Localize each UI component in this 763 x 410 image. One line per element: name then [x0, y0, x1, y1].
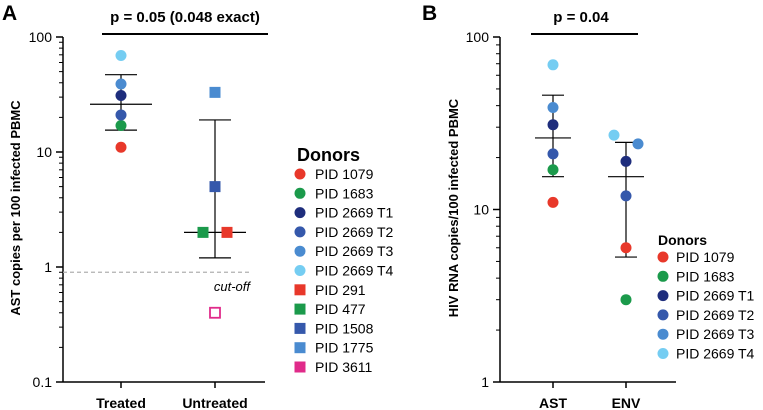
- panel-a-significance: p = 0.05 (0.048 exact): [110, 9, 260, 26]
- panel-b-y-tick-label: 1: [481, 374, 489, 390]
- panel-b-legend-marker: [657, 309, 669, 321]
- panel-b-legend-label: PID 2669 T2: [676, 307, 755, 323]
- panel-a-legend-marker: [294, 226, 306, 238]
- panel-b-significance: p = 0.04: [553, 9, 609, 26]
- panel-letter-a: A: [2, 2, 17, 25]
- panel-b-data-point: [620, 190, 632, 202]
- panel-a-category-label: Untreated: [182, 395, 247, 410]
- panel-b-data-point: [547, 102, 559, 114]
- panel-b-plot: 1 10 100 AST ENV PID 1079 PID 1683 PID 2669 T1 P…: [466, 29, 755, 410]
- panel-b-legend-title: Donors: [658, 232, 707, 248]
- panel-a-data-point: [209, 306, 221, 319]
- panel-a-legend-marker: [294, 361, 306, 373]
- panel-a-data-point: [115, 109, 127, 121]
- panel-a-legend-label: PID 1079: [315, 166, 374, 182]
- panel-a-y-tick-label: 0.1: [33, 374, 53, 390]
- panel-b-legend-marker: [657, 270, 669, 282]
- panel-a-legend-label: PID 291: [315, 282, 366, 298]
- panel-b-category-label: AST: [539, 395, 567, 410]
- panel-a-data-point: [197, 226, 209, 238]
- panel-b-legend-label: PID 2669 T1: [676, 288, 755, 304]
- panel-a-category-label: Treated: [96, 395, 146, 410]
- panel-b-data-point: [620, 155, 632, 167]
- panel-b-data-point: [547, 59, 559, 71]
- panel-a-y-tick-label: 10: [36, 144, 52, 160]
- panel-b-data-point: [547, 119, 559, 131]
- panel-a-legend-marker: [294, 207, 306, 219]
- panel-b-data-point: [632, 138, 644, 150]
- panel-a-data-point: [115, 119, 127, 131]
- panel-b-legend-label: PID 2669 T4: [676, 346, 755, 362]
- panel-a-data-point: [209, 86, 221, 98]
- panel-a-legend-marker: [294, 322, 306, 334]
- panel-b-y-tick-label: 100: [466, 29, 490, 45]
- panel-a-legend-marker: [294, 303, 306, 315]
- panel-b-y-tick-label: 10: [473, 202, 489, 218]
- panel-a-data-point: [209, 181, 221, 193]
- panel-a-legend-marker: [294, 187, 306, 199]
- panel-b-y-axis-label: HIV RNA copies/100 infected PBMC: [446, 98, 461, 317]
- panel-a-legend-label: PID 1508: [315, 320, 374, 336]
- panel-a-legend-marker: [294, 265, 306, 276]
- panel-a-y-tick-label: 1: [44, 259, 52, 275]
- panel-b-category-label: ENV: [612, 395, 641, 410]
- panel-a-y-axis-label: AST copies per 100 infected PBMC: [8, 100, 23, 316]
- panel-b-data-point: [547, 148, 559, 160]
- panel-a-data-point: [115, 141, 127, 153]
- panel-b-data-point: [620, 242, 632, 254]
- panel-a-legend-marker: [294, 168, 306, 180]
- panel-b-data-point: [620, 294, 632, 306]
- panel-b-legend-marker: [657, 251, 669, 263]
- panel-b-data-point: [547, 164, 559, 176]
- panel-a-y-tick-label: 100: [29, 29, 53, 45]
- panel-a-legend-marker: [294, 245, 306, 257]
- panel-b-data-point: [547, 196, 559, 208]
- panel-a-legend-label: PID 1683: [315, 185, 374, 201]
- panel-a-legend-label: PID 2669 T4: [315, 263, 394, 279]
- panel-b-legend-marker: [657, 328, 669, 340]
- panel-a-data-point: [115, 50, 127, 62]
- panel-a-legend-marker: [294, 284, 306, 296]
- panel-b-legend-marker: [657, 348, 669, 359]
- panel-a-legend-label: PID 2669 T3: [315, 243, 394, 259]
- panel-b-data-point: [608, 129, 620, 141]
- panel-a-data-point: [221, 226, 233, 238]
- panel-a-data-point: [115, 89, 127, 101]
- panel-b-legend-label: PID 2669 T3: [676, 326, 755, 342]
- panel-a-legend-marker: [294, 342, 306, 354]
- panel-a-legend-label: PID 3611: [315, 359, 373, 375]
- panel-a-legend-label: PID 2669 T2: [315, 224, 394, 240]
- panel-a-legend-label: PID 1775: [315, 340, 374, 356]
- panel-letter-b: B: [422, 2, 437, 25]
- panel-a-cutoff-label: cut-off: [214, 279, 252, 294]
- panel-b-legend-label: PID 1079: [676, 249, 735, 265]
- panel-a-plot: 0.1 1 10 100 Treated Untreated PID 1079 PID 168…: [29, 29, 394, 410]
- panel-a-legend-label: PID 2669 T1: [315, 205, 394, 221]
- panel-a-legend-label: PID 477: [315, 301, 366, 317]
- panel-a-legend-title: Donors: [297, 145, 360, 165]
- panel-b-legend-marker: [657, 290, 669, 302]
- panel-b-legend-label: PID 1683: [676, 268, 735, 284]
- panel-a-data-point: [115, 78, 127, 90]
